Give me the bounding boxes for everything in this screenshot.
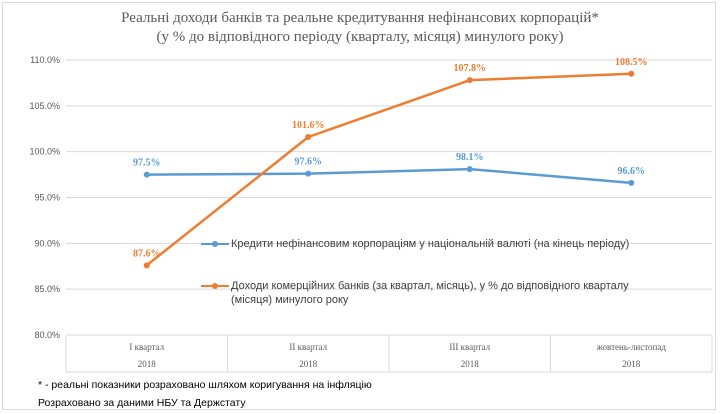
x-tick-label: I квартал <box>129 342 164 352</box>
chart-title-line2: (у % до відповідного періоду (кварталу, … <box>156 29 564 45</box>
data-point <box>143 262 150 269</box>
x-tick-year-label: 2018 <box>299 359 318 369</box>
data-point <box>628 70 635 77</box>
series-line-1 <box>145 72 632 267</box>
data-label: 98.1% <box>456 152 484 163</box>
y-tick-label: 85.0% <box>34 284 60 294</box>
data-label: 97.5% <box>133 158 161 169</box>
data-labels: 97.5% 97.6% 98.1% 96.6% 87.6% 101.6% 107.8% 108… <box>133 57 648 260</box>
series-line-0 <box>146 167 632 185</box>
series-group <box>143 70 635 269</box>
data-label: 107.8% <box>454 63 487 74</box>
data-label: 96.6% <box>618 166 646 177</box>
data-point <box>466 77 473 84</box>
x-axis: I квартал 2018 II квартал 2018 III квартал 20… <box>65 334 713 373</box>
chart-frame <box>2 2 716 410</box>
y-tick-label: 90.0% <box>34 238 60 248</box>
footnote-source: Розраховано за даними НБУ та Держстату <box>38 397 246 409</box>
legend-label-loans: Кредити нефінансовим корпораціям у націо… <box>231 238 630 250</box>
data-point <box>305 170 312 177</box>
data-label: 87.6% <box>133 248 161 259</box>
x-tick-label: жовтень-листопад <box>596 342 667 352</box>
chart-title-line1: Реальні доходи банків та реальне кредиту… <box>121 10 599 26</box>
y-tick-label: 95.0% <box>34 193 60 203</box>
x-tick-year-label: 2018 <box>461 359 480 369</box>
legend-label-revenues: Доходи комерційних банків (за квартал, м… <box>231 280 629 306</box>
data-label: 101.6% <box>292 120 325 131</box>
x-tick-year-label: 2018 <box>622 359 641 369</box>
y-tick-label: 80.0% <box>34 330 60 340</box>
data-point <box>305 134 312 140</box>
data-point <box>143 171 150 178</box>
x-tick-label: III квартал <box>449 342 490 352</box>
footnote-inflation: * - реальні показники розраховано шляхом… <box>38 379 372 391</box>
y-tick-label: 100.0% <box>29 147 60 157</box>
y-tick-label: 105.0% <box>29 101 60 111</box>
data-label: 97.6% <box>295 157 323 168</box>
data-point <box>466 166 473 173</box>
y-tick-label: 110.0% <box>30 55 60 65</box>
chart-title: Реальні доходи банків та реальне кредиту… <box>0 9 720 47</box>
x-tick-label: II квартал <box>289 342 327 352</box>
x-tick-year-label: 2018 <box>138 359 157 369</box>
legend-key-loans <box>201 241 229 247</box>
legend-key-revenues <box>201 283 229 289</box>
y-axis: 80.0% 85.0% 90.0% 95.0% 100.0% 105.0% 110.0% <box>29 55 60 340</box>
data-label: 108.5% <box>615 57 648 68</box>
data-point <box>628 179 635 186</box>
